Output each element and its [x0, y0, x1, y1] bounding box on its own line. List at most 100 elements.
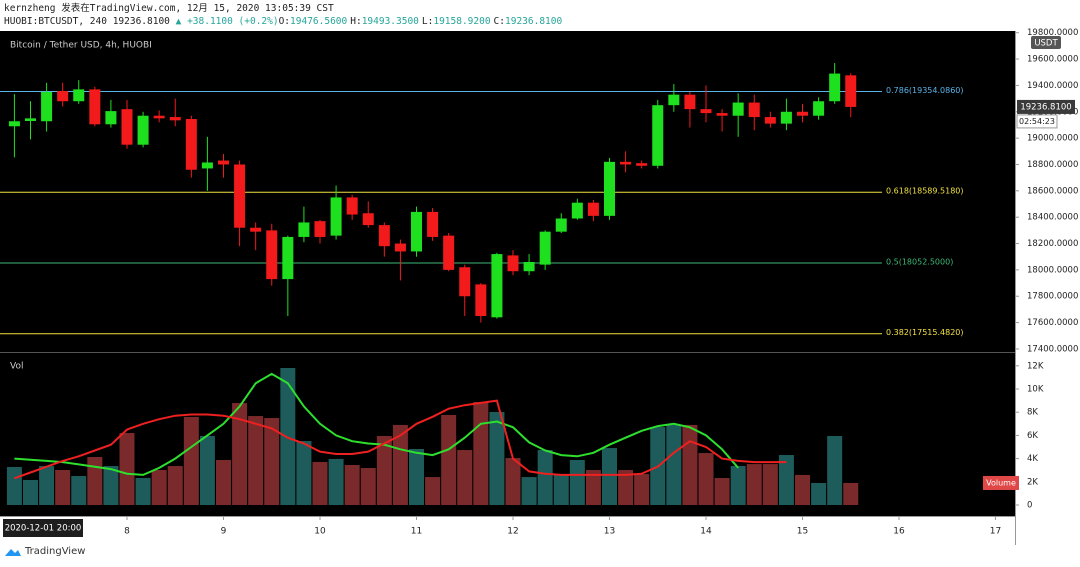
candle-body: [314, 221, 326, 237]
volume-bar: [585, 469, 601, 506]
volume-bar: [6, 466, 22, 506]
volume-bar: [392, 424, 408, 506]
candle-body: [587, 202, 599, 216]
volume-ma-line: [14, 399, 787, 480]
volume-bar: [360, 468, 376, 506]
x-tick-label: 8: [124, 527, 130, 537]
candle-body: [523, 261, 535, 272]
candle-body: [169, 117, 181, 121]
candle-body: [362, 213, 374, 226]
x-tick-label: 14: [700, 527, 712, 537]
chart-title: Bitcoin / Tether USD, 4h, HUOBI: [10, 41, 152, 51]
candle-body: [427, 211, 439, 237]
volume-bar: [328, 458, 344, 506]
volume-bar: [344, 464, 360, 506]
candle-body: [282, 236, 294, 280]
volume-bar: [280, 367, 296, 506]
y-tick-label: 19000.0000: [1027, 134, 1078, 144]
volume-bar: [248, 416, 264, 506]
volume-bar: [827, 435, 843, 506]
volume-bar: [55, 469, 71, 506]
brand-text: TradingView: [25, 546, 86, 557]
ohlc-value: 19158.9200: [433, 16, 491, 27]
x-tick-label: 11: [411, 527, 422, 537]
y-tick-label: 18600.0000: [1027, 186, 1078, 196]
volume-bar: [730, 466, 746, 506]
ohlc: O:19476.5600 H:19493.3500 L:19158.9200 C:19…: [279, 16, 566, 27]
y-tick-label: 19800.0000: [1027, 28, 1078, 38]
chart-bg: [0, 31, 1015, 516]
fib-label: 0.5(18052.5000): [886, 257, 953, 266]
ohlc-label: H:: [350, 16, 362, 27]
volume-bar: [103, 466, 119, 506]
crosshair-label: 2020-12-01 20:00: [5, 524, 82, 534]
header: kernzheng 发表在TradingView.com, 12月 15, 20…: [4, 2, 565, 28]
volume-bar: [183, 416, 199, 506]
y-tick-label: 17800.0000: [1027, 292, 1078, 302]
x-tick-label: 15: [797, 527, 808, 537]
ohlc-value: 19493.3500: [361, 16, 419, 27]
candle-body: [780, 111, 792, 124]
volume-bar: [119, 432, 135, 506]
candle-body: [636, 163, 648, 166]
x-tick-label: 17: [990, 527, 1001, 537]
candle-body: [539, 231, 551, 265]
crosshair-box: [3, 519, 83, 537]
volume-bar: [39, 466, 55, 506]
volume-bar: [457, 450, 473, 506]
volume-bar: [71, 476, 87, 506]
candle-body: [845, 75, 857, 107]
y-tick-label: 19400.0000: [1027, 81, 1078, 91]
ohlc-label: L:: [421, 16, 434, 27]
y-tick-label: 17400.0000: [1027, 344, 1078, 354]
y-tick-label: 18000.0000: [1027, 265, 1078, 275]
candle-body: [652, 105, 664, 166]
currency: USDT: [1034, 39, 1058, 49]
volume-y-tick-label: 8K: [1027, 408, 1038, 418]
y-tick-label: 18800.0000: [1027, 160, 1078, 170]
volume-bar: [505, 458, 521, 506]
volume-bar: [151, 469, 167, 506]
volume-bar: [843, 482, 859, 506]
volume-title: Vol: [10, 362, 23, 372]
volume-y-tick-label: 0: [1027, 501, 1032, 511]
ohlc-value: 19476.5600: [290, 16, 348, 27]
y-tick-label: 17600.0000: [1027, 318, 1078, 328]
volume-y-tick-label: 6K: [1027, 431, 1038, 441]
volume-bar: [569, 460, 585, 506]
candle-body: [73, 89, 85, 102]
volume-y-tick-label: 10K: [1027, 384, 1044, 394]
x-tick-label: 12: [507, 527, 518, 537]
volume-bar: [408, 448, 424, 506]
candle-body: [185, 119, 197, 170]
candle-body: [410, 211, 422, 252]
volume-bar: [376, 435, 392, 506]
candle-body: [475, 284, 487, 317]
volume-bar: [682, 424, 698, 506]
candle-body: [330, 197, 342, 236]
volume-bar: [698, 453, 714, 506]
volume-bar: [746, 464, 762, 506]
candle-body: [298, 222, 310, 237]
candle-body: [234, 164, 246, 228]
ohlc-value: 19236.8100: [505, 16, 563, 27]
volume-bar: [521, 477, 537, 506]
volume-bar: [714, 477, 730, 506]
candle-body: [507, 255, 519, 272]
candle-body: [137, 115, 149, 145]
volume-bar: [473, 401, 489, 506]
last: 19236.8100: [112, 16, 170, 27]
candle-body: [250, 227, 262, 232]
candle-body: [41, 92, 53, 122]
y-tick-label: 19600.0000: [1027, 55, 1078, 65]
candle-body: [57, 91, 69, 102]
candle-body: [201, 162, 213, 169]
countdown: 02:54:23: [1019, 117, 1055, 126]
volume-bar: [199, 435, 215, 506]
candle-body: [732, 102, 744, 116]
x-tick-label: 9: [221, 527, 227, 537]
volume-bar: [795, 474, 811, 506]
volume-bar: [811, 482, 827, 506]
x-tick-label: 10: [314, 527, 326, 537]
candle-body: [394, 243, 406, 252]
